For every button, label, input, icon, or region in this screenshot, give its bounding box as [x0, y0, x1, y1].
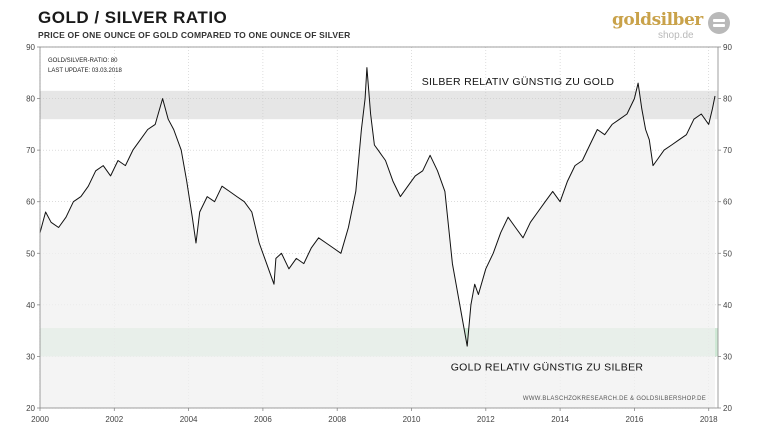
y-tick-label-left: 70 — [26, 146, 35, 155]
x-tick-label: 2006 — [254, 415, 272, 424]
y-tick-label-right: 80 — [723, 95, 732, 104]
x-tick-label: 2008 — [328, 415, 346, 424]
y-tick-label-right: 50 — [723, 249, 732, 258]
plot-frame — [39, 46, 719, 409]
series-area — [40, 67, 715, 408]
y-tick-label-left: 30 — [26, 352, 35, 361]
y-tick-label-left: 50 — [26, 249, 35, 258]
brand-logo: goldsilber shop.de — [612, 8, 730, 44]
y-tick-label-left: 60 — [26, 198, 35, 207]
credit-text: WWW.BLASCHZOKRESEARCH.DE & GOLDSILBERSHO… — [523, 396, 706, 402]
x-tick-label: 2012 — [477, 415, 495, 424]
page-title: GOLD / SILVER RATIO — [38, 8, 228, 27]
page-subtitle: PRICE OF ONE OUNCE OF GOLD COMPARED TO O… — [38, 30, 351, 40]
series-line — [39, 67, 716, 347]
series-line-group — [39, 67, 716, 408]
x-tick-label: 2018 — [700, 415, 718, 424]
y-tick-label-right: 70 — [723, 146, 732, 155]
ratio-info-label: GOLD/SILVER-RATIO: 80 — [48, 58, 118, 64]
y-tick-label-right: 40 — [723, 301, 732, 310]
y-tick-label-left: 80 — [26, 95, 35, 104]
x-tick-label: 2004 — [180, 415, 198, 424]
y-tick-label-left: 40 — [26, 301, 35, 310]
axes — [37, 46, 721, 411]
y-tick-label-right: 90 — [723, 43, 732, 52]
y-tick-label-left: 20 — [26, 404, 35, 413]
y-tick-label-left: 90 — [26, 43, 35, 52]
y-tick-label-right: 30 — [723, 352, 732, 361]
band-label-lower: GOLD RELATIV GÜNSTIG ZU SILBER — [451, 361, 644, 373]
x-tick-label: 2016 — [626, 415, 644, 424]
update-info-label: LAST UPDATE: 03.03.2018 — [48, 68, 122, 74]
x-tick-label: 2000 — [31, 415, 49, 424]
x-tick-label: 2014 — [551, 415, 569, 424]
x-tick-label: 2010 — [403, 415, 421, 424]
band-label-upper: SILBER RELATIV GÜNSTIG ZU GOLD — [422, 76, 615, 88]
logo-wordmark: goldsilber — [612, 10, 703, 30]
y-tick-label-right: 20 — [723, 404, 732, 413]
y-tick-label-right: 60 — [723, 198, 732, 207]
band-1 — [40, 90, 718, 120]
logo-domain: shop.de — [658, 30, 694, 41]
x-tick-label: 2002 — [105, 415, 123, 424]
tick-labels: 20 20 30 30 40 40 50 50 60 60 70 70 80 80 90 90 2000 2002… — [26, 43, 732, 424]
coin-icon — [708, 12, 730, 34]
